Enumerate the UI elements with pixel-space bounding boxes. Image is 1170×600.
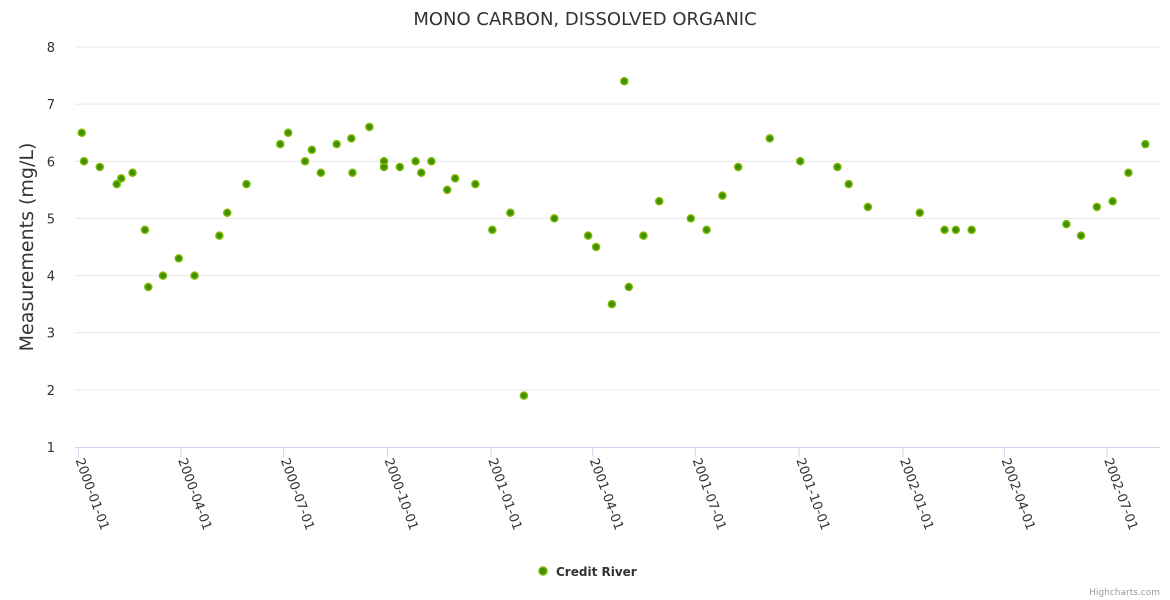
data-point[interactable]: [116, 174, 126, 183]
data-point[interactable]: [471, 179, 480, 189]
data-point[interactable]: [379, 162, 389, 172]
data-point[interactable]: [442, 185, 452, 195]
legend-marker: [538, 566, 548, 576]
legend-item-credit-river[interactable]: Credit River: [538, 565, 637, 579]
data-point[interactable]: [128, 168, 137, 177]
data-point[interactable]: [624, 282, 634, 292]
x-tick-label: 2000-04-01: [174, 456, 214, 532]
data-point[interactable]: [686, 214, 696, 223]
x-tick-label: 2001-07-01: [689, 456, 729, 532]
x-tick-label: 2001-04-01: [586, 456, 626, 532]
data-point[interactable]: [1062, 219, 1071, 229]
data-point[interactable]: [915, 208, 925, 217]
data-point[interactable]: [1124, 168, 1133, 177]
legend-label: Credit River: [556, 565, 637, 579]
data-point[interactable]: [967, 225, 976, 235]
y-tick-label: 8: [47, 41, 55, 56]
data-point[interactable]: [718, 191, 727, 200]
data-point[interactable]: [332, 139, 341, 149]
x-tick-label: 2000-10-01: [381, 456, 421, 532]
data-point[interactable]: [550, 214, 559, 223]
data-point[interactable]: [417, 168, 426, 177]
data-point[interactable]: [283, 128, 293, 137]
y-tick-label: 3: [47, 327, 55, 342]
x-tick-label: 2002-01-01: [896, 456, 936, 532]
y-axis-label: Measurements (mg/L): [16, 143, 38, 352]
y-tick-label: 4: [47, 270, 55, 285]
x-tick-label: 2000-07-01: [277, 456, 317, 532]
data-point[interactable]: [158, 271, 168, 280]
data-point[interactable]: [620, 77, 629, 86]
data-point[interactable]: [506, 208, 515, 217]
data-point[interactable]: [347, 134, 356, 143]
data-point[interactable]: [307, 145, 317, 155]
credits-link[interactable]: Highcharts.com: [1089, 588, 1160, 598]
y-tick-label: 2: [47, 384, 55, 399]
data-point[interactable]: [140, 225, 150, 235]
x-tick-label: 2001-10-01: [792, 456, 832, 532]
data-point[interactable]: [1141, 139, 1150, 149]
x-tick-label: 2002-04-01: [998, 456, 1038, 532]
data-point[interactable]: [95, 162, 105, 172]
data-point[interactable]: [276, 139, 285, 149]
data-point[interactable]: [940, 225, 949, 235]
data-point[interactable]: [639, 231, 648, 240]
x-tick-label: 2002-07-01: [1100, 456, 1140, 532]
data-point[interactable]: [411, 157, 420, 166]
data-point[interactable]: [863, 202, 873, 212]
data-point[interactable]: [144, 282, 153, 292]
data-point[interactable]: [607, 299, 617, 309]
data-point[interactable]: [395, 162, 405, 172]
data-point[interactable]: [450, 174, 460, 183]
data-point[interactable]: [427, 157, 436, 166]
y-tick-label: 6: [47, 155, 55, 170]
data-point[interactable]: [190, 271, 199, 280]
data-point[interactable]: [316, 168, 326, 177]
data-point[interactable]: [112, 179, 121, 189]
data-point[interactable]: [765, 134, 775, 143]
data-point[interactable]: [795, 157, 805, 166]
data-point[interactable]: [300, 157, 310, 166]
data-point[interactable]: [591, 242, 601, 252]
y-tick-label: 1: [47, 441, 55, 456]
data-point[interactable]: [1076, 231, 1086, 240]
data-point[interactable]: [583, 231, 593, 240]
data-point[interactable]: [365, 122, 374, 132]
data-point[interactable]: [702, 225, 711, 235]
data-point[interactable]: [519, 391, 529, 400]
data-point[interactable]: [951, 225, 961, 235]
data-point[interactable]: [174, 254, 184, 263]
data-point[interactable]: [77, 128, 87, 137]
data-point[interactable]: [223, 208, 232, 217]
data-point[interactable]: [1108, 197, 1117, 206]
y-tick-label: 7: [47, 98, 55, 113]
x-tick-label: 2001-01-01: [484, 456, 524, 532]
data-point[interactable]: [348, 168, 357, 177]
x-tick-label: 2000-01-01: [72, 456, 112, 532]
data-point[interactable]: [242, 179, 251, 189]
data-point[interactable]: [654, 197, 664, 206]
data-point[interactable]: [215, 231, 224, 240]
y-tick-label: 5: [47, 212, 55, 227]
data-point[interactable]: [833, 162, 842, 172]
data-point[interactable]: [844, 179, 853, 189]
data-point[interactable]: [79, 157, 89, 166]
chart-title: MONO CARBON, DISSOLVED ORGANIC: [413, 9, 756, 30]
data-point[interactable]: [1092, 202, 1102, 212]
data-point[interactable]: [733, 162, 743, 172]
data-point[interactable]: [488, 225, 497, 235]
